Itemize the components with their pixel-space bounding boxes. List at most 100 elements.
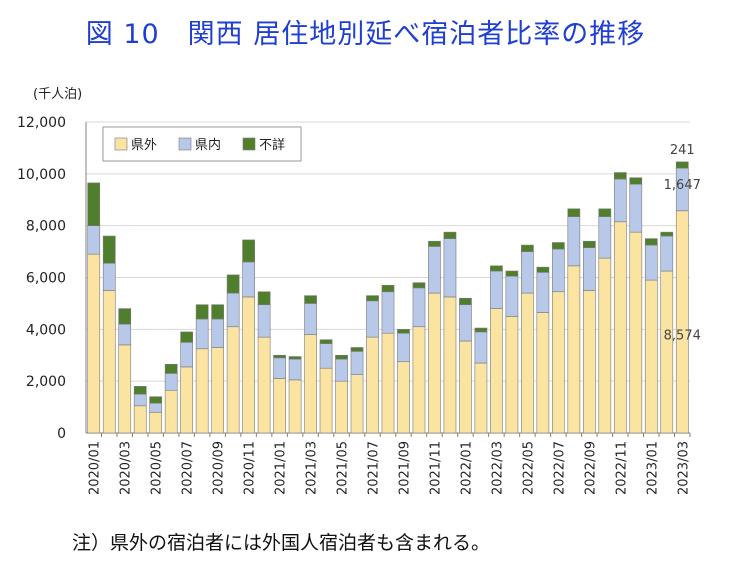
x-tick-label: 2022/07 (552, 441, 567, 495)
bar-segment-out (552, 291, 565, 434)
bar-segment-out (459, 340, 472, 434)
bar-segment-unknown (459, 297, 472, 306)
x-tick-label: 2020/11 (243, 441, 258, 495)
x-tick-label: 2022/11 (614, 441, 629, 495)
bar-segment-unknown (644, 238, 658, 246)
bar-segment-unknown (288, 356, 302, 360)
bar-segment-out (102, 290, 116, 434)
y-unit-label: (千人泊) (33, 87, 83, 102)
bar-segment-out (613, 221, 627, 434)
bar-segment-unknown (195, 304, 209, 320)
bar-segment-in (644, 244, 658, 281)
data-label: 1,647 (664, 178, 701, 193)
x-tick-label: 2021/07 (367, 441, 382, 495)
bar-segment-unknown (242, 239, 255, 263)
bar-segment-in (582, 247, 596, 291)
x-tick-label: 2020/01 (88, 441, 103, 495)
bar-segment-unknown (257, 291, 271, 306)
bar-segment-unknown (102, 235, 116, 264)
bar-segment-in (474, 331, 488, 364)
bar-segment-out (350, 374, 364, 434)
x-tick-label: 2020/05 (150, 441, 165, 495)
bar-segment-out (180, 366, 194, 434)
bar-segment-in (660, 235, 674, 272)
x-tick-label: 2020/03 (119, 441, 134, 495)
bar-segment-out (226, 326, 240, 434)
x-tick-label: 2021/11 (428, 441, 443, 495)
bar-segment-in (459, 304, 472, 342)
bar-segment-out (381, 332, 395, 434)
bar-segment-unknown (164, 364, 178, 374)
bar-segment-out (629, 231, 643, 434)
bar-segment-out (598, 257, 612, 434)
y-tick-label: 4,000 (26, 322, 66, 338)
x-tick-label: 2020/07 (181, 441, 196, 495)
x-tick-label: 2021/09 (397, 441, 412, 495)
y-tick-label: 6,000 (26, 271, 66, 287)
bar-segment-in (133, 393, 147, 407)
bar-segment-in (629, 183, 643, 233)
bar-segment-unknown (567, 208, 581, 217)
bar-segment-unknown (412, 282, 426, 289)
bar-segment-in (490, 270, 503, 309)
bar-segment-in (226, 292, 240, 328)
bar-segment-in (180, 341, 194, 368)
bar-segment-in (397, 332, 410, 363)
bar-segment-out (164, 389, 178, 434)
data-label: 241 (670, 143, 695, 158)
bar-segment-in (304, 303, 317, 335)
bar-segment-in (366, 300, 379, 338)
bar-segment-unknown (304, 295, 317, 304)
bar-segment-out (366, 336, 379, 434)
bar-segment-in (335, 358, 348, 382)
bar-segment-in (350, 351, 364, 375)
bar-segment-out (490, 308, 503, 434)
bar-segment-in (195, 318, 209, 350)
bar-segment-in (552, 248, 565, 293)
y-tick-label: 8,000 (26, 219, 66, 235)
bar-segment-out (582, 290, 596, 434)
x-tick-label: 2022/03 (490, 441, 505, 495)
bar-segment-out (428, 292, 441, 434)
legend-swatch (178, 137, 192, 151)
bar-segment-in (319, 343, 333, 369)
x-tick-label: 2021/05 (336, 441, 351, 495)
bar-segment-out (675, 210, 689, 434)
legend-label: 県内 (195, 137, 221, 153)
bar-segment-unknown (660, 231, 674, 237)
x-tick-label: 2020/09 (212, 441, 227, 495)
y-tick-label: 10,000 (17, 167, 66, 183)
bar-segment-unknown (319, 339, 333, 344)
data-label: 8,574 (664, 329, 701, 344)
bar-segment-unknown (490, 265, 503, 272)
legend-label: 不詳 (259, 137, 285, 153)
bar-segment-in (536, 272, 550, 313)
bar-segment-out (536, 312, 550, 434)
x-tick-label: 2021/03 (305, 441, 320, 495)
bar-segment-in (521, 251, 534, 294)
x-tick-label: 2022/09 (583, 441, 598, 495)
bar-segment-in (443, 238, 457, 298)
legend-swatch (114, 137, 128, 151)
bar-segment-in (598, 216, 612, 259)
bar-segment-out (412, 326, 426, 434)
bar-segment-in (149, 402, 163, 413)
bar-segment-in (102, 262, 116, 291)
bar-segment-out (397, 361, 410, 434)
x-tick-label: 2021/01 (274, 441, 289, 495)
bar-segment-unknown (133, 386, 147, 395)
x-tick-label: 2022/05 (521, 441, 536, 495)
bar-segment-unknown (149, 396, 163, 404)
x-tick-label: 2022/01 (459, 441, 474, 495)
bar-segment-unknown (443, 231, 457, 239)
bar-segment-unknown (613, 172, 627, 180)
bar-segment-out (195, 348, 209, 434)
bar-segment-in (211, 318, 224, 348)
legend-box (102, 126, 302, 162)
bar-segment-unknown (521, 244, 534, 252)
bar-segment-unknown (180, 331, 194, 343)
bar-segment-unknown (211, 304, 224, 320)
bar-segment-out (660, 270, 674, 434)
bar-segment-out (242, 296, 255, 434)
bar-segment-in (567, 216, 581, 267)
